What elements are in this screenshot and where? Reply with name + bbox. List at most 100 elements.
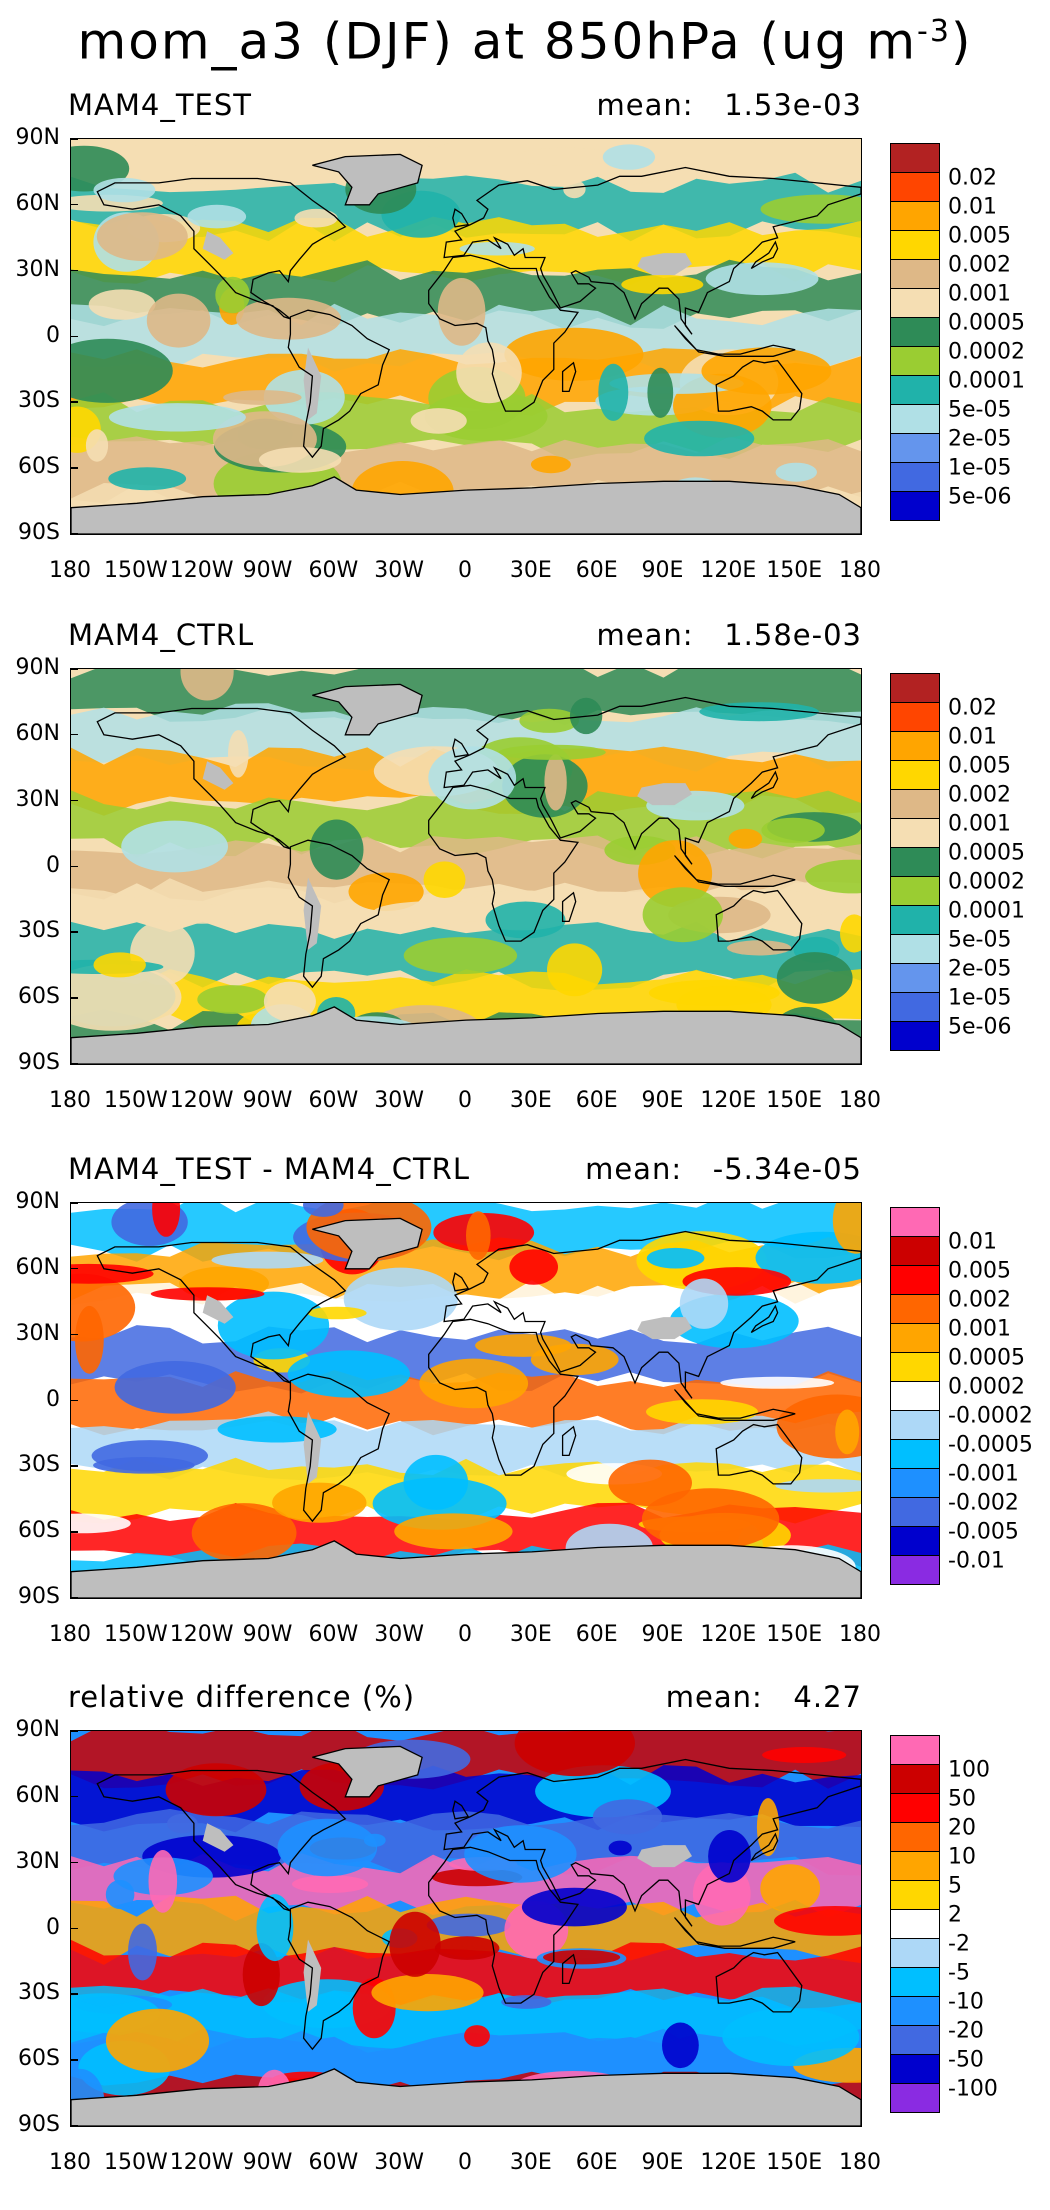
field-blob bbox=[105, 2008, 210, 2073]
field-blob bbox=[215, 276, 250, 314]
lat-tick bbox=[70, 997, 78, 999]
coastline-antarctica bbox=[71, 1006, 861, 1064]
colorbar-swatch bbox=[891, 819, 939, 848]
colorbar-swatch bbox=[891, 173, 939, 202]
lat-tick-label: 30S bbox=[18, 918, 60, 944]
colorbar-swatch bbox=[891, 848, 939, 877]
coastline-north-america bbox=[96, 1241, 347, 1384]
lon-tick-label: 150E bbox=[766, 558, 823, 583]
colorbar-label: -0.001 bbox=[948, 1461, 1019, 1487]
field-blob bbox=[644, 420, 755, 457]
field-blob bbox=[840, 914, 861, 953]
field-blob bbox=[774, 1906, 861, 1936]
coastline-japan bbox=[750, 770, 779, 800]
panel-mean: mean: 4.27 bbox=[666, 1680, 862, 1714]
field-blob bbox=[394, 1513, 513, 1550]
coastline-antarctica bbox=[71, 1540, 861, 1598]
lon-tick-label: 30E bbox=[509, 1088, 552, 1113]
colorbar-swatch bbox=[891, 347, 939, 376]
field-blob bbox=[263, 981, 316, 1022]
field-blob bbox=[403, 1454, 469, 1510]
colorbar-label: 1e-05 bbox=[948, 985, 1012, 1011]
colorbar-label: 0.0002 bbox=[948, 869, 1025, 895]
missing-data-area bbox=[202, 231, 234, 260]
coastline-south-america bbox=[287, 1901, 391, 2051]
colorbar-label: 0.02 bbox=[948, 165, 997, 191]
field-blob bbox=[148, 1850, 178, 1913]
lat-tick-label: 90N bbox=[15, 1717, 60, 1742]
coastline-south-america bbox=[287, 839, 391, 989]
colorbar-swatch bbox=[891, 260, 939, 289]
colorbar-swatch bbox=[891, 231, 939, 260]
figure-title-exponent: -3 bbox=[917, 14, 951, 49]
field-blob bbox=[343, 1267, 458, 1331]
lon-tick-label: 90E bbox=[641, 2150, 684, 2175]
colorbar bbox=[890, 1735, 940, 2113]
field-blob bbox=[475, 1334, 572, 1357]
coastline-greenland bbox=[312, 1745, 423, 1798]
lat-tick bbox=[70, 865, 78, 867]
coastline-africa bbox=[428, 1318, 580, 1476]
lat-tick bbox=[70, 203, 78, 206]
field-blob bbox=[646, 1247, 705, 1269]
field-blob bbox=[761, 817, 825, 843]
missing-data-area bbox=[637, 783, 692, 806]
coastline-indonesia bbox=[673, 1917, 796, 1949]
colorbar-label: -0.0002 bbox=[948, 1403, 1033, 1429]
lon-tick-label: 90E bbox=[641, 1622, 684, 1647]
coastline-madagascar bbox=[561, 1953, 577, 1985]
field-blob bbox=[598, 363, 629, 421]
colorbar-swatch bbox=[891, 877, 939, 906]
colorbar-swatch bbox=[891, 318, 939, 347]
lat-tick-label: 0 bbox=[46, 322, 60, 348]
colorbar-swatch bbox=[891, 1527, 939, 1556]
field-blob bbox=[456, 342, 522, 404]
missing-data-area bbox=[202, 761, 234, 790]
lon-tick-label: 90W bbox=[242, 2150, 293, 2175]
lon-tick-label: 30W bbox=[374, 2150, 425, 2175]
field-blob bbox=[71, 1273, 136, 1342]
field-blob bbox=[363, 1833, 386, 1847]
lon-tick-label: 90W bbox=[242, 1622, 293, 1647]
colorbar-label: 0.002 bbox=[948, 1287, 1011, 1313]
coastline-uk bbox=[452, 738, 470, 758]
colorbar-swatch bbox=[891, 1411, 939, 1440]
map-panel: MAM4_CTRL mean: 1.58e-03 90N 60N 30N 0 30S 60S 9… bbox=[0, 618, 1050, 1148]
lon-tick-label: 30W bbox=[374, 1622, 425, 1647]
lon-tick-label: 180 bbox=[49, 1088, 91, 1113]
field-blob bbox=[93, 177, 156, 203]
coastline-greenland bbox=[312, 683, 423, 736]
lon-tick-label: 30W bbox=[374, 1088, 425, 1113]
map-svg bbox=[71, 669, 861, 1064]
lat-tick-label: 30N bbox=[15, 786, 60, 812]
coastline-indonesia bbox=[673, 325, 796, 357]
field-blob bbox=[776, 952, 853, 1004]
field-blob bbox=[152, 1203, 181, 1237]
map-plot bbox=[70, 668, 862, 1065]
coastline-greenland bbox=[312, 1217, 423, 1270]
colorbar-swatch bbox=[891, 935, 939, 964]
colorbar-swatch bbox=[891, 2055, 939, 2084]
lat-tick bbox=[70, 1063, 78, 1065]
colorbar-swatch bbox=[891, 674, 939, 703]
figure-title-close: ) bbox=[950, 12, 973, 71]
field-blob bbox=[228, 730, 249, 778]
coastline-eurasia bbox=[443, 166, 861, 335]
colorbar-swatch bbox=[891, 1353, 939, 1382]
colorbar-label: 0.0001 bbox=[948, 898, 1025, 924]
colorbar-label: 5e-06 bbox=[948, 484, 1012, 510]
colorbar-swatch bbox=[891, 202, 939, 231]
lat-tick-label: 30S bbox=[18, 1980, 60, 2006]
lon-tick-label: 150E bbox=[766, 1088, 823, 1113]
colorbar-swatch bbox=[891, 1736, 939, 1765]
panel-mean: mean: -5.34e-05 bbox=[585, 1152, 862, 1186]
colorbar-label: 0.005 bbox=[948, 753, 1011, 779]
colorbar-label: -0.0005 bbox=[948, 1432, 1033, 1458]
colorbar-swatch bbox=[891, 1266, 939, 1295]
lat-tick-label: 30N bbox=[15, 1320, 60, 1346]
lat-tick bbox=[70, 138, 78, 140]
coastline-south-america bbox=[287, 1373, 391, 1523]
colorbar-label: 0.0002 bbox=[948, 339, 1025, 365]
mean-label: mean: bbox=[596, 88, 694, 122]
colorbar-swatch bbox=[891, 964, 939, 993]
